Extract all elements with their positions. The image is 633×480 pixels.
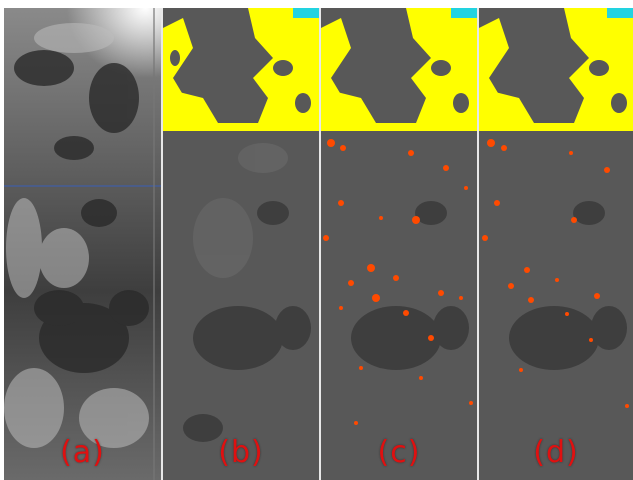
panel-label-d: (d) <box>533 435 579 470</box>
panel-divider <box>477 8 479 480</box>
detection-points <box>482 139 629 408</box>
detection-points <box>323 139 473 425</box>
panel-a: (a) <box>4 8 161 480</box>
panel-b: (b) <box>163 8 319 480</box>
satellite-image-grayscale <box>4 8 161 480</box>
panel-d: (d) <box>479 8 633 480</box>
cloud-mask-image <box>163 8 319 480</box>
panel-divider <box>161 8 163 480</box>
panel-label-a: (a) <box>60 435 105 470</box>
panel-label-b: (b) <box>218 435 264 470</box>
detection-image-d <box>479 8 633 480</box>
panel-c: (c) <box>321 8 477 480</box>
panel-label-c: (c) <box>377 435 421 470</box>
detection-image-c <box>321 8 477 480</box>
panel-divider <box>319 8 321 480</box>
